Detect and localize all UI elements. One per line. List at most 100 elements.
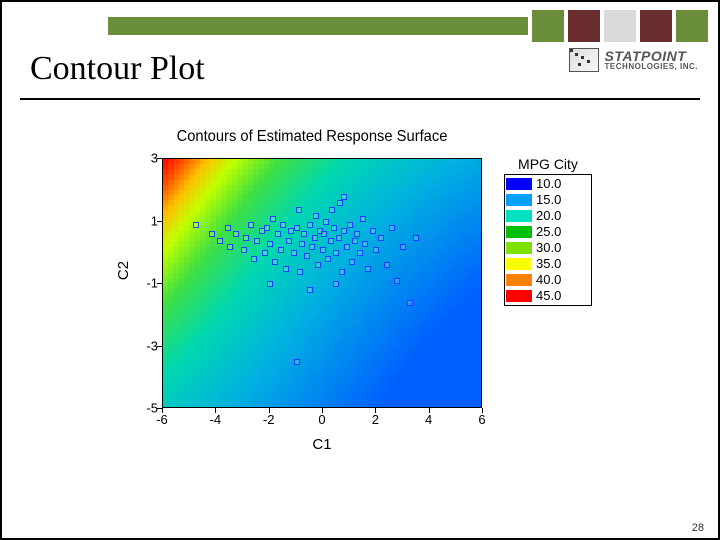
scatter-point — [294, 359, 300, 365]
scatter-point — [243, 235, 249, 241]
scatter-point — [413, 235, 419, 241]
legend-label: 35.0 — [536, 256, 561, 272]
scatter-point — [370, 228, 376, 234]
legend-box: 10.015.020.025.030.035.040.045.0 — [504, 174, 592, 306]
scatter-point — [251, 256, 257, 262]
scatter-point — [209, 231, 215, 237]
scatter-point — [267, 241, 273, 247]
accent-square-3 — [604, 10, 636, 42]
legend-swatch — [506, 226, 532, 238]
legend-item: 10.0 — [506, 176, 590, 192]
y-tick-label: 1 — [134, 213, 158, 228]
scatter-point — [365, 266, 371, 272]
scatter-point — [357, 250, 363, 256]
scatter-point — [248, 222, 254, 228]
scatter-point — [329, 207, 335, 213]
scatter-point — [264, 225, 270, 231]
scatter-point — [360, 216, 366, 222]
chart-title: Contours of Estimated Response Surface — [137, 128, 487, 146]
accent-row — [108, 10, 708, 42]
scatter-point — [389, 225, 395, 231]
scatter-point — [275, 231, 281, 237]
scatter-point — [394, 278, 400, 284]
scatter-point — [267, 281, 273, 287]
scatter-point — [270, 216, 276, 222]
scatter-point — [325, 256, 331, 262]
scatter-point — [278, 247, 284, 253]
y-tick-label: -3 — [134, 338, 158, 353]
scatter-point — [341, 194, 347, 200]
scatter-point — [262, 250, 268, 256]
legend-swatch — [506, 242, 532, 254]
scatter-point — [304, 253, 310, 259]
y-tick-label: 3 — [134, 151, 158, 166]
legend-label: 20.0 — [536, 208, 561, 224]
legend-item: 15.0 — [506, 192, 590, 208]
scatter-layer — [163, 159, 481, 407]
scatter-point — [241, 247, 247, 253]
contour-chart: Contours of Estimated Response Surface C… — [122, 132, 622, 472]
scatter-point — [217, 238, 223, 244]
scatter-point — [313, 213, 319, 219]
scatter-point — [354, 231, 360, 237]
scatter-point — [291, 250, 297, 256]
legend-swatch — [506, 290, 532, 302]
scatter-point — [294, 225, 300, 231]
scatter-point — [309, 244, 315, 250]
logo-mark-icon — [569, 48, 599, 72]
scatter-point — [301, 231, 307, 237]
scatter-point — [283, 266, 289, 272]
accent-square-2 — [568, 10, 600, 42]
scatter-point — [333, 250, 339, 256]
legend-swatch — [506, 194, 532, 206]
y-axis-label: C2 — [115, 261, 132, 280]
scatter-point — [347, 222, 353, 228]
legend-title: MPG City — [504, 156, 592, 172]
scatter-point — [362, 241, 368, 247]
x-tick-label: -2 — [254, 412, 284, 427]
scatter-point — [384, 262, 390, 268]
x-tick-label: -6 — [147, 412, 177, 427]
scatter-point — [323, 219, 329, 225]
scatter-point — [280, 222, 286, 228]
x-tick-label: 0 — [307, 412, 337, 427]
legend-swatch — [506, 178, 532, 190]
slide-title: Contour Plot — [30, 50, 205, 88]
scatter-point — [227, 244, 233, 250]
legend-item: 45.0 — [506, 288, 590, 304]
scatter-point — [233, 231, 239, 237]
scatter-point — [344, 244, 350, 250]
x-tick-label: -4 — [200, 412, 230, 427]
x-tick-label: 6 — [467, 412, 497, 427]
logo-top-text: STATPOINT — [605, 49, 698, 63]
y-tick-label: -1 — [134, 276, 158, 291]
legend-label: 25.0 — [536, 224, 561, 240]
accent-square-1 — [532, 10, 564, 42]
legend-swatch — [506, 210, 532, 222]
scatter-point — [286, 238, 292, 244]
color-legend: MPG City 10.015.020.025.030.035.040.045.… — [504, 156, 592, 306]
accent-bar-long — [108, 17, 528, 35]
legend-swatch — [506, 258, 532, 270]
scatter-point — [307, 222, 313, 228]
x-axis-label: C1 — [162, 436, 482, 453]
legend-label: 15.0 — [536, 192, 561, 208]
scatter-point — [312, 235, 318, 241]
scatter-point — [352, 238, 358, 244]
legend-item: 35.0 — [506, 256, 590, 272]
title-underline — [20, 98, 700, 100]
scatter-point — [333, 281, 339, 287]
scatter-point — [225, 225, 231, 231]
scatter-point — [331, 225, 337, 231]
slide-frame: STATPOINT TECHNOLOGIES, INC. Contour Plo… — [0, 0, 720, 540]
legend-item: 25.0 — [506, 224, 590, 240]
legend-label: 10.0 — [536, 176, 561, 192]
legend-label: 45.0 — [536, 288, 561, 304]
scatter-point — [254, 238, 260, 244]
scatter-point — [321, 231, 327, 237]
legend-item: 20.0 — [506, 208, 590, 224]
scatter-point — [378, 235, 384, 241]
scatter-point — [272, 259, 278, 265]
page-number: 28 — [692, 522, 704, 534]
scatter-point — [337, 200, 343, 206]
